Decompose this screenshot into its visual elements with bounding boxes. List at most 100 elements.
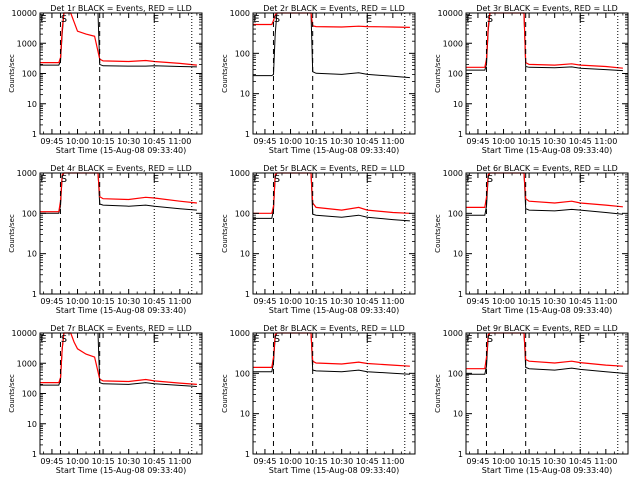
x-tick-label: 10:15 [92, 137, 115, 146]
x-tick-label: 10:30 [330, 297, 353, 306]
y-axis-label: Counts/sec [221, 54, 229, 93]
x-tick-label: 11:00 [594, 457, 617, 466]
y-tick-label: 1000 [17, 169, 37, 178]
x-tick-label: 10:30 [330, 137, 353, 146]
x-tick-label: 10:45 [569, 297, 592, 306]
y-tick-label: 1 [32, 450, 37, 459]
plot-frame [252, 12, 416, 135]
y-tick-label: 10 [27, 420, 37, 429]
annotation-e: E [466, 334, 472, 345]
annotation-e: E [466, 14, 472, 25]
y-tick-label: 10 [27, 100, 37, 109]
y-tick-label: 10 [240, 250, 250, 259]
annotation-s: S [61, 334, 67, 345]
x-tick-label: 10:45 [356, 137, 379, 146]
y-tick-label: 1000 [230, 169, 250, 178]
x-tick-label: 10:00 [492, 297, 515, 306]
x-tick-label: 10:30 [543, 137, 566, 146]
panel-title: Det 5r BLACK = Events, RED = LLD [263, 164, 405, 173]
plot-frame [252, 332, 416, 455]
y-tick-label: 1000 [443, 329, 463, 338]
panel-5: 1 10 100 1000 09:45 10:00 10:15 10:30 10:45 11:00… [221, 164, 416, 315]
panel-7: 1 10 100 1000 10000 09:45 10:00 10:15 10:30 10:45… [8, 324, 203, 475]
x-tick-label: 10:00 [66, 137, 89, 146]
panel-3: 1 10 100 1000 10000 09:45 10:00 10:15 10:30 10:45… [434, 4, 629, 155]
x-tick-label: 10:30 [117, 137, 140, 146]
x-tick-label: 10:00 [279, 137, 302, 146]
annotation-e: E [366, 334, 372, 345]
y-axis-label: Counts/sec [434, 374, 442, 413]
x-axis-label: Start Time (15-Aug-08 09:33:40) [269, 466, 400, 475]
x-axis-label: Start Time (15-Aug-08 09:33:40) [482, 146, 613, 155]
x-tick-label: 09:45 [40, 457, 63, 466]
y-tick-label: 10 [453, 250, 463, 259]
x-tick-label: 10:30 [330, 457, 353, 466]
y-tick-label: 100 [22, 70, 37, 79]
annotation-e: E [40, 14, 46, 25]
y-tick-label: 1 [458, 130, 463, 139]
plot-frame [39, 12, 203, 135]
annotation-s: S [487, 174, 493, 185]
x-tick-label: 09:45 [253, 457, 276, 466]
annotation-s: S [487, 334, 493, 345]
annotation-e: E [253, 14, 259, 25]
x-axis-label: Start Time (15-Aug-08 09:33:40) [56, 146, 187, 155]
y-tick-label: 100 [448, 209, 463, 218]
x-tick-label: 11:00 [168, 297, 191, 306]
y-tick-label: 1 [245, 130, 250, 139]
panel-9: 1 10 100 1000 09:45 10:00 10:15 10:30 10:45 11:00… [434, 324, 629, 475]
x-tick-label: 10:45 [143, 457, 166, 466]
y-tick-label: 10 [453, 100, 463, 109]
annotation-s: S [61, 174, 67, 185]
x-tick-label: 11:00 [594, 297, 617, 306]
series-line-lld [40, 12, 197, 66]
panel-2: 1 10 100 1000 09:45 10:00 10:15 10:30 10:45 11:00… [221, 4, 416, 155]
annotation-e: E [253, 174, 259, 185]
y-tick-label: 1000 [17, 39, 37, 48]
y-tick-label: 100 [235, 369, 250, 378]
panel-title: Det 8r BLACK = Events, RED = LLD [263, 324, 405, 333]
x-tick-label: 10:15 [518, 297, 541, 306]
panel-title: Det 4r BLACK = Events, RED = LLD [50, 164, 192, 173]
y-tick-label: 1000 [443, 39, 463, 48]
x-tick-label: 09:45 [466, 297, 489, 306]
annotation-s: S [61, 14, 67, 25]
y-tick-label: 10 [453, 410, 463, 419]
y-axis-label: Counts/sec [434, 54, 442, 93]
x-tick-label: 09:45 [40, 137, 63, 146]
y-tick-label: 1000 [230, 9, 250, 18]
y-axis-label: Counts/sec [221, 374, 229, 413]
annotation-e: E [153, 14, 159, 25]
x-tick-label: 10:15 [518, 457, 541, 466]
x-tick-label: 10:45 [143, 137, 166, 146]
annotation-s: S [274, 14, 280, 25]
y-axis-label: Counts/sec [8, 214, 16, 253]
y-tick-label: 1000 [17, 359, 37, 368]
x-tick-label: 10:15 [518, 137, 541, 146]
y-tick-label: 10000 [438, 9, 463, 18]
x-tick-label: 10:15 [92, 297, 115, 306]
x-tick-label: 10:00 [66, 457, 89, 466]
y-tick-label: 10 [240, 90, 250, 99]
x-tick-label: 11:00 [594, 137, 617, 146]
panel-title: Det 7r BLACK = Events, RED = LLD [50, 324, 192, 333]
y-tick-label: 100 [448, 70, 463, 79]
annotation-e: E [579, 334, 585, 345]
panel-8: 1 10 100 1000 09:45 10:00 10:15 10:30 10:45 11:00… [221, 324, 416, 475]
annotation-s: S [274, 334, 280, 345]
annotation-e: E [579, 14, 585, 25]
x-tick-label: 10:30 [117, 457, 140, 466]
x-tick-label: 09:45 [253, 297, 276, 306]
y-tick-label: 1000 [443, 169, 463, 178]
plot-frame [465, 332, 629, 455]
panel-1: 1 10 100 1000 10000 09:45 10:00 10:15 10:30 10:45… [8, 4, 203, 155]
annotation-e: E [40, 334, 46, 345]
y-tick-label: 10000 [12, 9, 37, 18]
y-tick-label: 1 [32, 290, 37, 299]
x-axis-label: Start Time (15-Aug-08 09:33:40) [56, 306, 187, 315]
x-tick-label: 10:45 [143, 297, 166, 306]
x-axis-label: Start Time (15-Aug-08 09:33:40) [269, 146, 400, 155]
x-tick-label: 10:00 [66, 297, 89, 306]
y-tick-label: 1 [245, 450, 250, 459]
